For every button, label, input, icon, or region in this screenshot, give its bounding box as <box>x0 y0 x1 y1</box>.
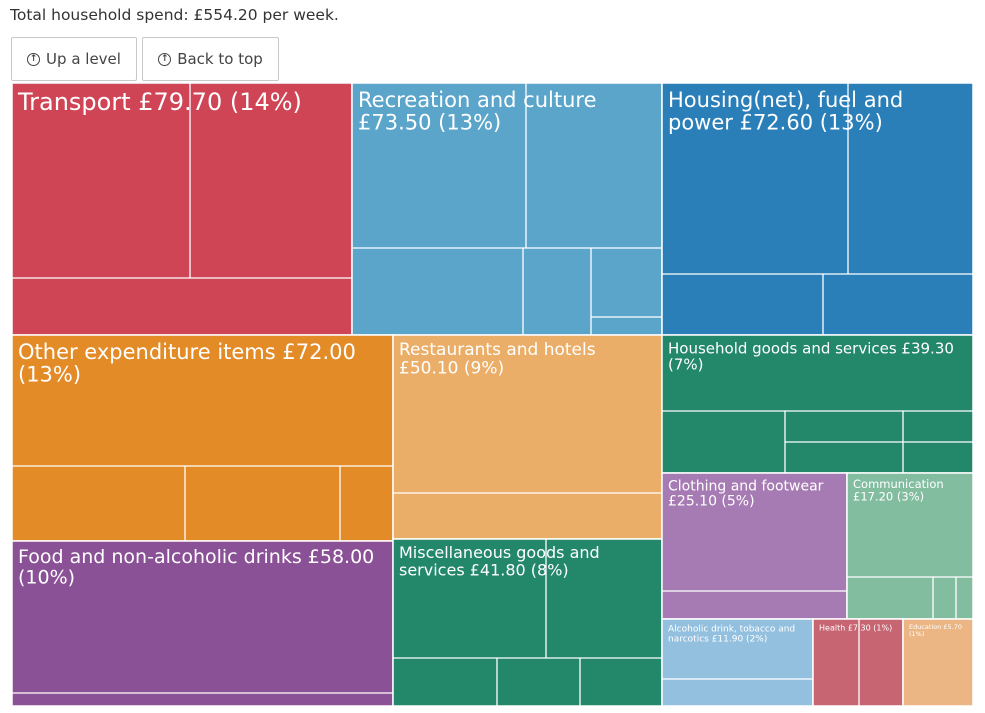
tile-value-alcohol-tobacco: narcotics £11.90 (2%) <box>668 634 767 644</box>
tile-clothing-footwear[interactable] <box>661 472 848 620</box>
tile-value-food-drinks: (10%) <box>18 567 75 589</box>
tile-communication[interactable] <box>846 472 974 620</box>
tile-label-miscellaneous-goods: Miscellaneous goods and <box>399 543 600 562</box>
tile-value-other-expenditure: (13%) <box>18 363 81 387</box>
tile-value-education: (1%) <box>909 630 924 638</box>
tile-value-communication: £17.20 (3%) <box>853 489 924 503</box>
up-a-level-label: Up a level <box>46 50 121 68</box>
tile-label-communication: Communication <box>853 477 944 491</box>
tile-food-drinks[interactable] <box>11 540 394 707</box>
total-spend-text: Total household spend: £554.20 per week. <box>10 6 339 24</box>
tile-label-education: Education £5.70 <box>909 623 962 631</box>
tile-household-goods[interactable] <box>661 334 974 474</box>
tile-label-health: Health £7.30 (1%) <box>819 624 892 633</box>
tile-housing-fuel-power[interactable] <box>661 82 974 336</box>
tile-alcohol-tobacco[interactable] <box>661 618 814 707</box>
tile-value-miscellaneous-goods: services £41.80 (8%) <box>399 560 569 579</box>
tile-value-household-goods: (7%) <box>668 355 704 373</box>
tile-miscellaneous-goods[interactable] <box>392 538 663 707</box>
tile-label-transport: Transport £79.70 (14%) <box>17 88 302 116</box>
tile-label-housing-fuel-power: Housing(net), fuel and <box>668 88 903 112</box>
tile-education[interactable] <box>902 618 974 707</box>
tile-label-food-drinks: Food and non-alcoholic drinks £58.00 <box>18 546 374 568</box>
tile-label-alcohol-tobacco: Alcoholic drink, tobacco and <box>668 625 795 635</box>
up-arrow-circle-icon: ↑ <box>158 52 172 66</box>
tile-value-recreation-culture: £73.50 (13%) <box>358 111 501 135</box>
tile-label-household-goods: Household goods and services £39.30 <box>668 339 954 357</box>
tile-value-restaurants-hotels: £50.10 (9%) <box>399 359 504 379</box>
tile-restaurants-hotels[interactable] <box>392 334 663 540</box>
tile-other-expenditure[interactable] <box>11 334 394 542</box>
up-arrow-circle-icon: ↑ <box>27 52 41 66</box>
tile-health[interactable] <box>812 618 904 707</box>
tile-label-other-expenditure: Other expenditure items £72.00 <box>18 340 356 364</box>
tile-recreation-culture[interactable] <box>351 82 663 336</box>
back-to-top-button[interactable]: ↑ Back to top <box>142 37 279 81</box>
tile-label-recreation-culture: Recreation and culture <box>358 88 597 112</box>
tile-value-housing-fuel-power: power £72.60 (13%) <box>668 111 883 135</box>
back-to-top-label: Back to top <box>177 50 263 68</box>
up-a-level-button[interactable]: ↑ Up a level <box>11 37 137 81</box>
tile-value-clothing-footwear: £25.10 (5%) <box>668 493 755 509</box>
tile-transport[interactable] <box>11 82 353 336</box>
tile-label-restaurants-hotels: Restaurants and hotels <box>399 340 596 360</box>
tile-label-clothing-footwear: Clothing and footwear <box>668 478 824 494</box>
